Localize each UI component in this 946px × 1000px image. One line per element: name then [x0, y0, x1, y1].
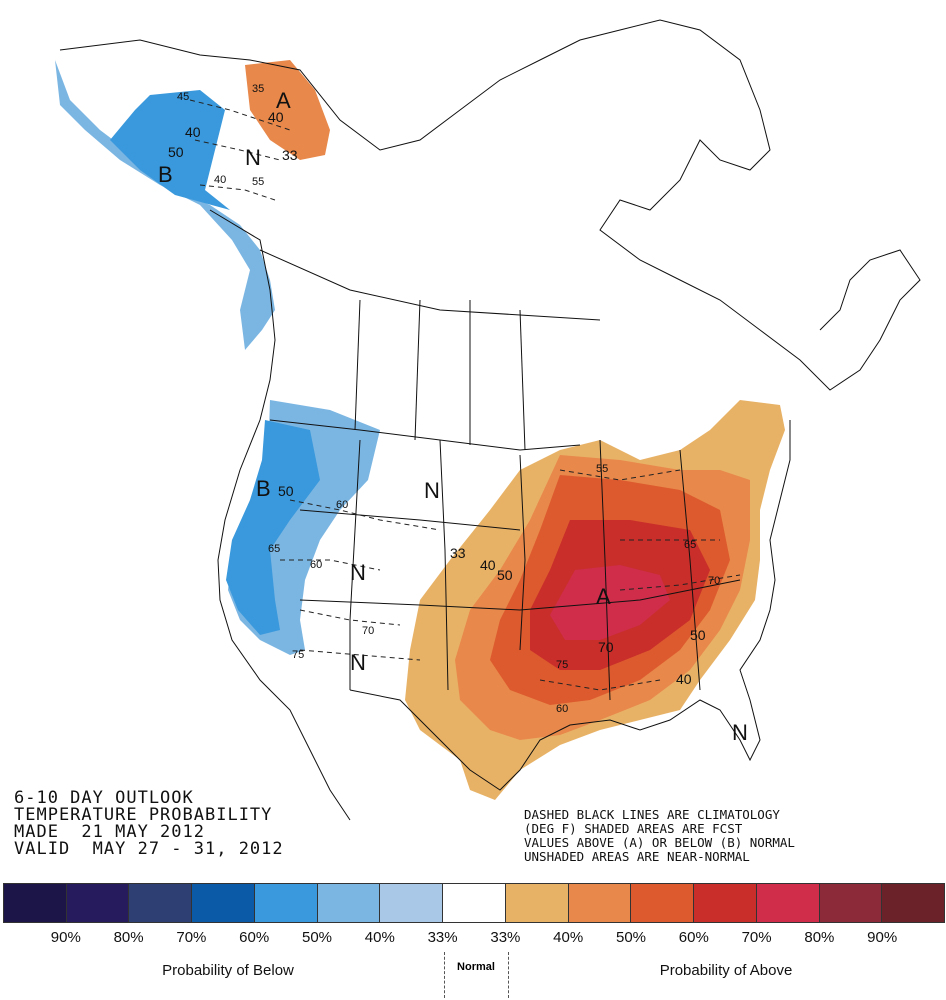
- climo-label: 35: [252, 83, 264, 95]
- percent-label: 40%: [553, 929, 584, 946]
- above-caption: Probability of Above: [659, 962, 793, 979]
- climo-label: 65: [684, 539, 696, 551]
- climo-label: 45: [177, 91, 189, 103]
- normal-divider-right: [508, 952, 509, 998]
- probability-labels: 40 50 40 33 50 33 40 50 70 50 40: [168, 109, 706, 687]
- note-line: (DEG F) SHADED AREAS ARE FCST: [524, 821, 743, 836]
- percent-label: 50%: [301, 929, 333, 946]
- percent-label: 40%: [364, 929, 395, 946]
- outlook-title-block: 6-10 DAY OUTLOOK TEMPERATURE PROBABILITY…: [14, 790, 284, 858]
- climo-label: 65: [268, 543, 280, 555]
- outlook-map: B N A B N N N A N 40 50 40 33 50 33 40 5…: [55, 19, 921, 821]
- southwest-n-label: N: [350, 650, 366, 675]
- normal-caption: Normal: [457, 961, 495, 973]
- climo-label: 55: [596, 463, 608, 475]
- note-line: UNSHADED AREAS ARE NEAR-NORMAL: [524, 849, 750, 864]
- climo-label: 75: [292, 649, 304, 661]
- prob-label: 33: [282, 147, 298, 163]
- east-a-label: A: [596, 584, 611, 609]
- percent-label: 80%: [804, 929, 835, 946]
- legend-swatch: [443, 884, 506, 922]
- legend-swatch: [380, 884, 444, 922]
- percent-label: 90%: [867, 929, 898, 946]
- percent-label: 50%: [615, 929, 647, 946]
- climo-label: 60: [556, 703, 568, 715]
- legend-swatch: [505, 884, 569, 922]
- climo-label: 40: [214, 174, 226, 186]
- prob-label: 70: [598, 639, 614, 655]
- legend-swatch: [631, 884, 695, 922]
- category-labels: B N A B N N N A N: [158, 88, 748, 745]
- prob-label: 40: [185, 124, 201, 140]
- yukon-above-region: [245, 60, 330, 160]
- prob-label: 50: [690, 627, 706, 643]
- percent-label: 90%: [50, 929, 81, 946]
- boundaries: [59, 19, 921, 821]
- prob-label: 50: [497, 567, 513, 583]
- legend-swatch: [129, 884, 193, 922]
- west-b-label: B: [256, 476, 271, 501]
- legend-swatch: [819, 884, 883, 922]
- yukon-a-label: A: [276, 88, 291, 113]
- prob-label: 40: [480, 557, 496, 573]
- legend-notes: DASHED BLACK LINES ARE CLIMATOLOGY (DEG …: [524, 808, 795, 864]
- climo-label: 55: [252, 176, 264, 188]
- alaska-b-label: B: [158, 162, 173, 187]
- below-caption: Probability of Below: [162, 962, 294, 979]
- percent-label: 70%: [176, 929, 207, 946]
- prob-label: 50: [278, 483, 294, 499]
- climo-label: 75: [556, 659, 568, 671]
- title-line: 6-10 DAY OUTLOOK: [14, 788, 194, 808]
- percent-label: 80%: [113, 929, 144, 946]
- alaska-below-region: [55, 60, 275, 350]
- legend-swatch: [254, 884, 318, 922]
- legend-swatch: [192, 884, 255, 922]
- legend-swatch: [66, 884, 130, 922]
- percent-label: 70%: [741, 929, 772, 946]
- climo-label: 70: [708, 575, 720, 587]
- title-line: TEMPERATURE PROBABILITY: [14, 805, 273, 825]
- prob-label: 33: [450, 545, 466, 561]
- climatology-labels: 45 35 40 55 60 65 60 70 75 55 65 70 75 6…: [177, 83, 720, 715]
- prob-label: 50: [168, 144, 184, 160]
- legend-swatch: [694, 884, 757, 922]
- note-line: DASHED BLACK LINES ARE CLIMATOLOGY: [524, 807, 780, 822]
- climatology-lines: [189, 99, 741, 691]
- west-below-core: [226, 420, 320, 635]
- title-line: VALID MAY 27 - 31, 2012: [14, 839, 284, 859]
- percent-label: 60%: [239, 929, 270, 946]
- probability-color-bar: [3, 883, 945, 923]
- prob-label: 40: [676, 671, 692, 687]
- percent-label: 60%: [678, 929, 709, 946]
- legend-swatch: [882, 884, 945, 922]
- legend-swatch: [756, 884, 820, 922]
- alaska-n-label: N: [245, 145, 261, 170]
- title-line: MADE 21 MAY 2012: [14, 822, 205, 842]
- alaska-below-core: [110, 90, 230, 210]
- shaded-regions: [55, 60, 785, 800]
- legend-swatch: [568, 884, 632, 922]
- percent-label: 33%: [427, 929, 458, 946]
- climo-label: 60: [310, 559, 322, 571]
- plains-n-label: N: [424, 478, 440, 503]
- prob-label: 40: [268, 109, 284, 125]
- normal-divider-left: [444, 952, 445, 998]
- legend-swatch: [4, 884, 67, 922]
- rockies-n-label: N: [350, 560, 366, 585]
- percent-label: 33%: [490, 929, 521, 946]
- climo-label: 70: [362, 625, 374, 637]
- note-line: VALUES ABOVE (A) OR BELOW (B) NORMAL: [524, 835, 795, 850]
- climo-label: 60: [336, 499, 348, 511]
- florida-n-label: N: [732, 720, 748, 745]
- legend-swatch: [317, 884, 381, 922]
